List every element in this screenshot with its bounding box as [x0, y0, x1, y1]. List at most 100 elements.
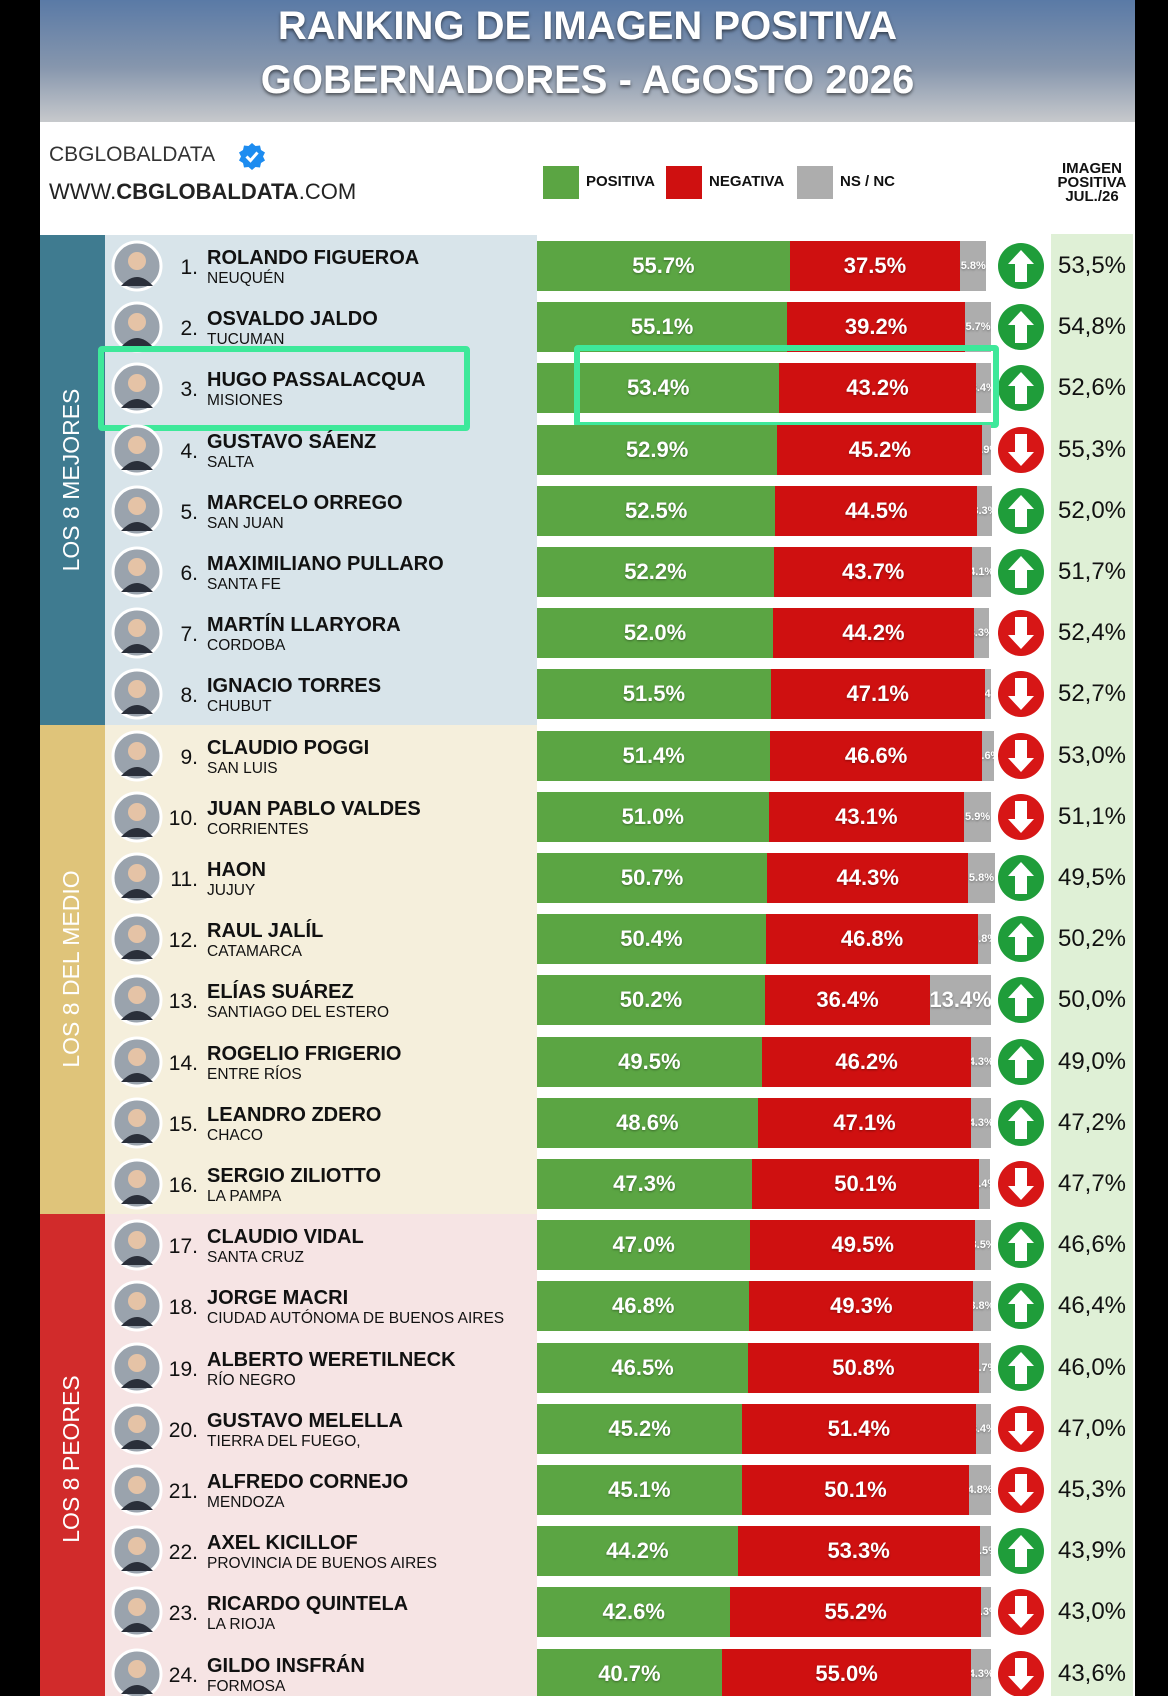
value-label: 4.3%	[971, 1055, 991, 1068]
bar-segment: 37.5%	[789, 241, 961, 291]
value-label: 51.4%	[827, 1415, 891, 1441]
province: CORRIENTES	[207, 820, 309, 838]
value-label: 45.1%	[608, 1477, 671, 1502]
bar-segment: 45.1%	[537, 1465, 742, 1515]
bar-segment: 5.8%	[960, 241, 987, 291]
previous-value: 43,6%	[1057, 1659, 1127, 1687]
bar-segment: 51.0%	[537, 791, 769, 842]
avatar	[111, 913, 163, 965]
governor-name: RAUL JALÍL	[207, 920, 324, 943]
trend-arrow	[998, 855, 1044, 901]
previous-value: 52,7%	[1057, 680, 1127, 708]
source-name: CBGLOBALDATA	[49, 143, 216, 166]
bar-segment: 13.4%	[930, 975, 991, 1026]
bar-segment: 3.3%	[977, 485, 993, 536]
avatar	[111, 1097, 163, 1149]
governor-name: CLAUDIO VIDAL	[207, 1226, 364, 1249]
previous-value: 43,0%	[1057, 1598, 1127, 1626]
bar-segment: 3.4%	[975, 363, 991, 414]
rank: 19.	[168, 1357, 198, 1381]
governor-name: MARTÍN LLARYORA	[207, 614, 401, 637]
value-label: 50.1%	[834, 1171, 897, 1196]
governor-name: ALFREDO CORNEJO	[207, 1471, 409, 1493]
previous-column	[1051, 234, 1133, 1696]
bar-segment: 40.7%	[537, 1648, 722, 1696]
value-label: 3.5%	[975, 1239, 991, 1252]
value-label: 47.1%	[846, 681, 909, 707]
bar-segment: 49.5%	[750, 1220, 976, 1271]
trend-arrow	[998, 1283, 1044, 1330]
bar-segment: 55.7%	[537, 241, 790, 291]
legend-label: NS / NC	[840, 173, 896, 190]
governor-name: MARCELO ORREGO	[207, 491, 403, 514]
province: SANTA CRUZ	[207, 1249, 305, 1267]
bar-segment: 50.4%	[537, 914, 766, 965]
rank: 7.	[180, 623, 198, 647]
bar-segment: 55.1%	[537, 302, 788, 353]
bar-segment: 46.6%	[770, 730, 982, 781]
province: CATAMARCA	[207, 943, 303, 961]
previous-header: IMAGEN POSITIVA JUL./26	[1051, 161, 1133, 205]
bar-segment: 45.2%	[537, 1403, 743, 1454]
value-label: 3.3%	[977, 504, 992, 517]
value-label: 40.7%	[598, 1660, 661, 1686]
trend-arrow	[998, 732, 1044, 779]
trend-arrow	[998, 1467, 1044, 1513]
value-label: 3.8%	[973, 1300, 990, 1313]
previous-value: 52,4%	[1057, 619, 1127, 647]
bar-segment: 2.4%	[979, 1159, 991, 1209]
url-part: WWW.	[49, 179, 117, 204]
value-label: 50.1%	[824, 1477, 887, 1502]
bar-segment: 3.8%	[973, 1281, 991, 1332]
rank: 14.	[168, 1051, 198, 1075]
province: SANTA FE	[207, 576, 281, 593]
bar-segment: 44.2%	[773, 608, 974, 659]
bar-segment: 5.8%	[968, 853, 995, 903]
governor-name: GUSTAVO MELELLA	[207, 1409, 403, 1432]
trend-arrow	[998, 671, 1044, 718]
value-label: 52.2%	[624, 559, 687, 584]
value-label: 2.4%	[979, 1178, 990, 1190]
url-part: CBGLOBALDATA	[116, 179, 299, 204]
trend-arrow	[998, 365, 1044, 412]
value-label: 46.2%	[835, 1048, 898, 1074]
avatar	[111, 1525, 163, 1577]
value-label: 46.8%	[840, 926, 904, 952]
bar-segment: 52.5%	[537, 485, 776, 536]
province: PROVINCIA DE BUENOS AIRES	[207, 1555, 437, 1573]
row-band	[105, 724, 537, 1215]
province: CHUBUT	[207, 698, 272, 716]
value-label: 49.3%	[830, 1293, 893, 1319]
governor-name: GUSTAVO SÁENZ	[207, 430, 377, 453]
value-label: 4.3%	[971, 1116, 991, 1129]
previous-value: 50,0%	[1057, 986, 1127, 1014]
bar-segment: 3.4%	[975, 1403, 991, 1454]
previous-header-line: POSITIVA	[1057, 174, 1127, 191]
bar-segment: 4.1%	[972, 547, 991, 597]
province: LA PAMPA	[207, 1188, 282, 1205]
row-band	[105, 1214, 537, 1696]
bar-segment: 43.1%	[768, 791, 965, 842]
governor-name: CLAUDIO POGGI	[207, 736, 370, 759]
trend-arrow	[998, 610, 1044, 657]
value-label: 50.4%	[620, 926, 683, 952]
group-label: LOS 8 PEORES	[58, 1375, 84, 1543]
value-label: 46.8%	[612, 1293, 675, 1319]
previous-value: 55,3%	[1057, 435, 1127, 463]
rank: 16.	[168, 1174, 198, 1197]
bar-segment: 53.3%	[737, 1526, 980, 1577]
value-label: 47.0%	[612, 1232, 675, 1258]
avatar	[111, 1158, 163, 1210]
previous-value: 49,0%	[1057, 1047, 1127, 1075]
rank: 6.	[180, 562, 198, 585]
governor-name: ROLANDO FIGUEROA	[207, 247, 420, 269]
value-label: 2.3%	[981, 1606, 991, 1619]
previous-value: 47,7%	[1057, 1170, 1127, 1197]
value-label: 5.8%	[968, 872, 994, 884]
avatar	[111, 1403, 163, 1455]
previous-header-line: JUL./26	[1065, 188, 1119, 205]
trend-arrow	[998, 1222, 1044, 1269]
value-label: 43.1%	[835, 803, 898, 829]
province: MISIONES	[207, 392, 283, 410]
province: LA RIOJA	[207, 1616, 276, 1634]
